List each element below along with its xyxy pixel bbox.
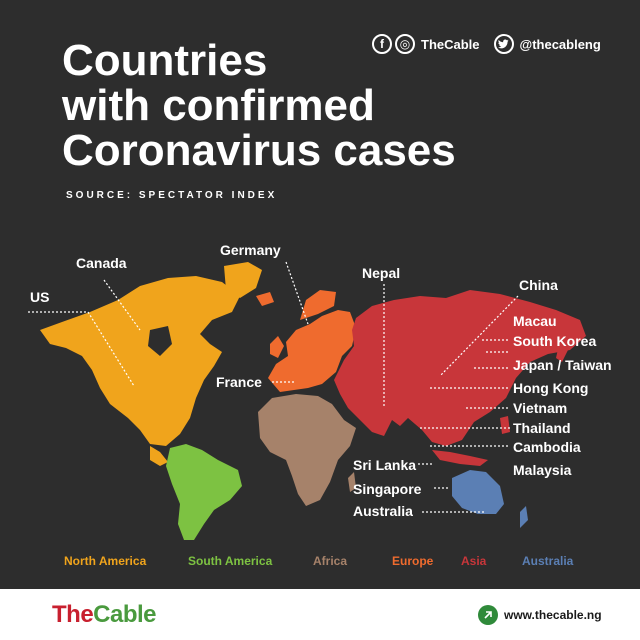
twitter-icon[interactable] bbox=[493, 34, 514, 54]
hudson-bay bbox=[148, 326, 172, 356]
label-france: France bbox=[216, 374, 262, 390]
north-america-region bbox=[40, 276, 240, 466]
brand-name: TheCable bbox=[421, 36, 480, 52]
legend-australia: Australia bbox=[522, 554, 574, 568]
world-map bbox=[28, 261, 586, 540]
label-australia: Australia bbox=[353, 503, 413, 519]
new-zealand-region bbox=[520, 506, 528, 528]
label-canada: Canada bbox=[76, 255, 127, 271]
twitter-handle: @thecableng bbox=[519, 36, 601, 52]
source-credit: SOURCE: SPECTATOR INDEX bbox=[66, 190, 278, 201]
africa-region bbox=[258, 394, 356, 506]
scandinavia-region bbox=[300, 290, 336, 320]
label-thailand: Thailand bbox=[513, 420, 571, 436]
label-germany: Germany bbox=[220, 242, 281, 258]
legend-asia: Asia bbox=[461, 554, 487, 568]
label-singapore: Singapore bbox=[353, 481, 422, 497]
australia-region bbox=[452, 470, 504, 514]
website-link[interactable]: www.thecable.ng bbox=[478, 605, 602, 625]
instagram-icon[interactable]: ◎ bbox=[395, 34, 415, 54]
indonesia-region bbox=[432, 450, 488, 466]
europe-region bbox=[268, 310, 356, 392]
legend-africa: Africa bbox=[313, 554, 348, 568]
thecable-logo[interactable]: TheCable bbox=[52, 601, 157, 629]
legend-europe: Europe bbox=[392, 554, 434, 568]
japan-region bbox=[556, 334, 570, 362]
logo-the: The bbox=[52, 601, 94, 628]
leader-lines bbox=[28, 261, 519, 513]
label-sri-lanka: Sri Lanka bbox=[353, 457, 417, 473]
label-cambodia: Cambodia bbox=[513, 439, 581, 455]
label-hong-kong: Hong Kong bbox=[513, 380, 589, 396]
arrow-icon bbox=[478, 605, 498, 625]
title-line-1: Countries bbox=[62, 36, 268, 85]
label-china: China bbox=[519, 277, 558, 293]
label-malaysia: Malaysia bbox=[513, 462, 572, 478]
title-line-2: with confirmed bbox=[62, 81, 375, 130]
label-nepal: Nepal bbox=[362, 265, 401, 281]
greenland-region bbox=[224, 262, 262, 298]
label-south-korea: South Korea bbox=[513, 333, 597, 349]
facebook-icon[interactable]: f bbox=[372, 34, 392, 54]
website-url: www.thecable.ng bbox=[504, 608, 602, 622]
label-vietnam: Vietnam bbox=[513, 400, 568, 416]
uk-region bbox=[270, 336, 284, 358]
page-title: Countries with confirmed Coronavirus cas… bbox=[62, 38, 502, 173]
legend-south-america: South America bbox=[188, 554, 273, 568]
label-macau: Macau bbox=[513, 313, 557, 329]
iceland-region bbox=[256, 292, 274, 306]
footer-bar: TheCable www.thecable.ng bbox=[0, 589, 640, 640]
asia-region bbox=[334, 290, 586, 446]
philippines-region bbox=[500, 416, 510, 434]
title-line-3: Coronavirus cases bbox=[62, 126, 456, 175]
label-us: US bbox=[30, 289, 50, 305]
legend-north-america: North America bbox=[64, 554, 147, 568]
social-bar: f ◎ TheCable @thecableng bbox=[372, 32, 615, 56]
logo-cable: Cable bbox=[93, 601, 157, 628]
label-japan-taiwan: Japan / Taiwan bbox=[513, 357, 612, 373]
south-america-region bbox=[166, 444, 242, 540]
